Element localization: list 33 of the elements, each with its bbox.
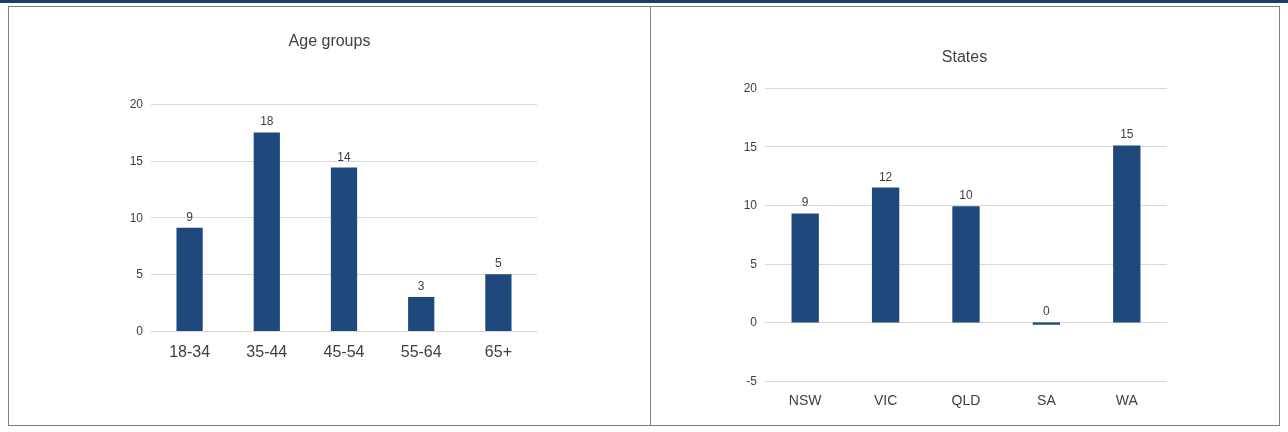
chart-title: States (941, 47, 988, 65)
data-label: 18 (260, 114, 274, 129)
x-tick-label: 18-34 (169, 342, 211, 360)
y-tick-label: 10 (129, 210, 144, 225)
x-tick-label: SA (1037, 392, 1057, 408)
y-tick-label: 20 (743, 81, 758, 95)
data-label: 3 (417, 278, 425, 293)
y-tick-label: 0 (750, 315, 758, 330)
data-label: 5 (495, 256, 503, 271)
data-label: 10 (959, 188, 973, 203)
y-tick-label: 5 (750, 256, 758, 271)
y-tick-label: 5 (136, 267, 144, 282)
y-tick-label: 10 (743, 198, 758, 213)
data-label: 15 (1120, 127, 1134, 142)
y-tick-label: -5 (746, 374, 758, 388)
data-label: 12 (878, 169, 893, 184)
x-tick-label: WA (1115, 392, 1139, 408)
y-tick-label: 15 (743, 139, 758, 154)
y-tick-label: 20 (129, 97, 144, 111)
data-label: 0 (1043, 304, 1051, 319)
data-label: 14 (337, 149, 351, 164)
x-tick-label: 45-54 (323, 342, 365, 360)
x-tick-label: NSW (788, 392, 823, 408)
y-tick-label: 0 (136, 324, 144, 338)
x-tick-label: 35-44 (246, 342, 288, 360)
y-tick-label: 15 (129, 153, 144, 168)
data-label: 9 (186, 209, 194, 224)
x-tick-label: QLD (951, 392, 981, 408)
chart-title: Age groups (288, 31, 371, 49)
x-tick-label: 55-64 (400, 342, 442, 360)
x-tick-label: VIC (873, 392, 898, 408)
data-label: 9 (801, 195, 809, 210)
x-tick-label: 65+ (484, 342, 512, 360)
